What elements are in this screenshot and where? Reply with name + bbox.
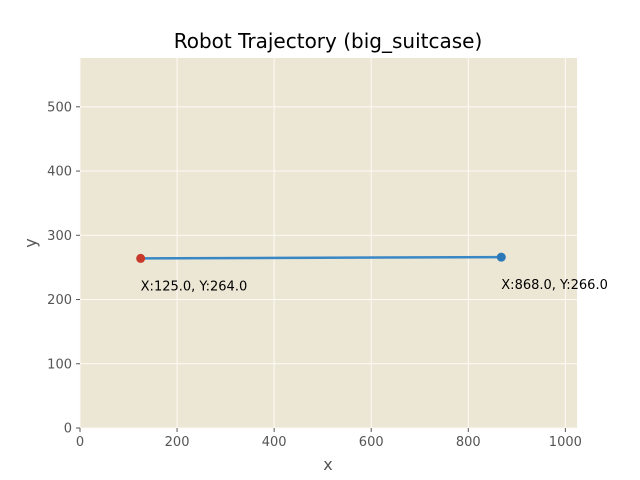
x-tick-label: 400: [262, 435, 287, 450]
y-tick-label: 100: [47, 357, 72, 372]
chart-title: Robot Trajectory (big_suitcase): [174, 29, 483, 53]
start-point-label: X:125.0, Y:264.0: [141, 279, 248, 294]
y-ticks: 0 100 200 300 400 500: [47, 100, 80, 437]
x-tick-label: 600: [359, 435, 384, 450]
y-tick-label: 400: [47, 165, 72, 180]
start-point: [136, 253, 146, 263]
y-axis-label: y: [21, 238, 40, 247]
x-tick-label: 800: [456, 435, 481, 450]
end-point: [496, 252, 506, 262]
x-tick-label: 200: [165, 435, 190, 450]
x-axis-label: x: [323, 455, 332, 474]
x-ticks: 0 200 400 600 800 1000: [76, 428, 582, 450]
y-tick-label: 300: [47, 229, 72, 244]
plot-area: [80, 58, 577, 428]
trajectory-line: [139, 255, 503, 260]
end-point-label: X:868.0, Y:266.0: [501, 278, 608, 293]
y-tick-label: 500: [47, 100, 72, 115]
points: X:125.0, Y:264.0 X:868.0, Y:266.0: [136, 252, 608, 294]
series: [139, 255, 503, 260]
x-tick-label: 1000: [549, 435, 582, 450]
y-tick-label: 200: [47, 293, 72, 308]
grid: [79, 58, 577, 429]
y-tick-label: 0: [64, 422, 72, 437]
x-tick-label: 0: [76, 435, 84, 450]
